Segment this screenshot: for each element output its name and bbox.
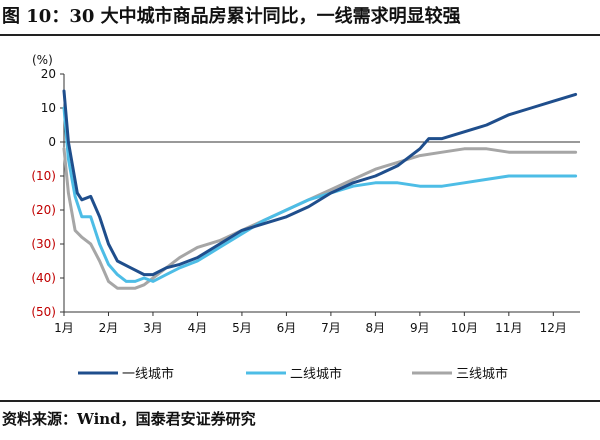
y-unit-label: (%) bbox=[32, 53, 53, 67]
x-tick-label: 8月 bbox=[366, 321, 386, 335]
x-tick-label: 6月 bbox=[277, 321, 297, 335]
line-chart: (%) 20 10 0 (10) (20) (30) (40) (50) 1月 2月 3月 4月 5月… bbox=[31, 53, 580, 382]
series-line-1 bbox=[62, 106, 578, 283]
y-tick-label: 10 bbox=[41, 101, 56, 115]
x-tick-label: 2月 bbox=[99, 321, 119, 335]
x-tick-label: 10月 bbox=[451, 321, 478, 335]
x-tick-label: 11月 bbox=[495, 321, 522, 335]
legend: 一线城市 二线城市 三线城市 bbox=[78, 366, 508, 382]
y-tick-label: 20 bbox=[41, 67, 56, 81]
x-tick-label: 3月 bbox=[143, 321, 163, 335]
legend-label-1: 二线城市 bbox=[290, 366, 342, 382]
x-tick-label: 5月 bbox=[232, 321, 252, 335]
bottom-rule bbox=[0, 400, 600, 402]
x-tick-label: 4月 bbox=[188, 321, 208, 335]
y-tick-label: (30) bbox=[31, 237, 56, 251]
y-tick-label: (40) bbox=[31, 271, 56, 285]
y-tick-label: (20) bbox=[31, 203, 56, 217]
y-axis-ticks: 20 10 0 (10) (20) (30) (40) (50) bbox=[31, 67, 64, 319]
x-axis-ticks: 1月 2月 3月 4月 5月 6月 7月 8月 9月 10月 11月 12月 bbox=[54, 312, 567, 335]
x-tick-label: 9月 bbox=[410, 321, 430, 335]
y-tick-label: (50) bbox=[31, 305, 56, 319]
legend-label-0: 一线城市 bbox=[122, 366, 174, 382]
series-line-0 bbox=[62, 89, 578, 277]
x-tick-label: 7月 bbox=[321, 321, 341, 335]
y-tick-label: 0 bbox=[48, 135, 56, 149]
series-lines bbox=[62, 89, 578, 290]
x-tick-label: 12月 bbox=[540, 321, 567, 335]
top-rule bbox=[0, 34, 600, 36]
figure-title: 图 10：30 大中城市商品房累计同比，一线需求明显较强 bbox=[2, 6, 461, 27]
y-tick-label: (10) bbox=[31, 169, 56, 183]
series-line-2 bbox=[62, 147, 578, 290]
legend-label-2: 三线城市 bbox=[456, 366, 508, 382]
x-tick-label: 1月 bbox=[54, 321, 74, 335]
source-note: 资料来源：Wind，国泰君安证券研究 bbox=[2, 410, 256, 428]
